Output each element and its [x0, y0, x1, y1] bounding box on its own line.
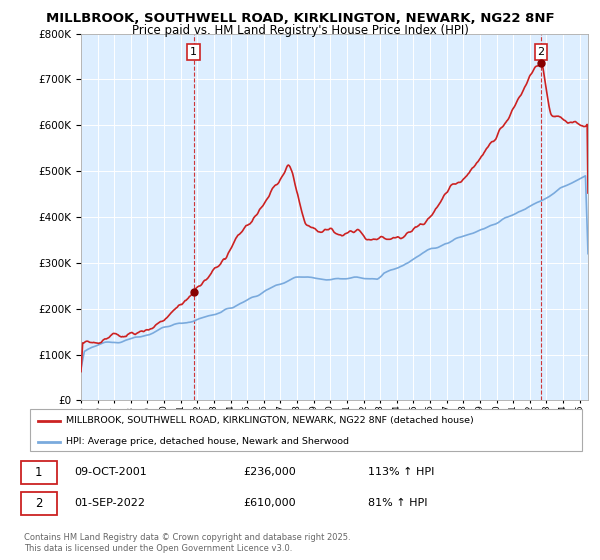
Text: 1: 1	[35, 466, 43, 479]
Text: Contains HM Land Registry data © Crown copyright and database right 2025.: Contains HM Land Registry data © Crown c…	[24, 533, 350, 542]
Text: MILLBROOK, SOUTHWELL ROAD, KIRKLINGTON, NEWARK, NG22 8NF: MILLBROOK, SOUTHWELL ROAD, KIRKLINGTON, …	[46, 12, 554, 25]
Text: This data is licensed under the Open Government Licence v3.0.: This data is licensed under the Open Gov…	[24, 544, 292, 553]
Text: 2: 2	[35, 497, 43, 510]
Text: 09-OCT-2001: 09-OCT-2001	[74, 468, 147, 478]
Text: 113% ↑ HPI: 113% ↑ HPI	[368, 468, 434, 478]
Text: £236,000: £236,000	[244, 468, 296, 478]
FancyBboxPatch shape	[21, 492, 58, 515]
FancyBboxPatch shape	[30, 409, 582, 451]
FancyBboxPatch shape	[21, 461, 58, 484]
Text: 81% ↑ HPI: 81% ↑ HPI	[368, 498, 427, 508]
Text: £610,000: £610,000	[244, 498, 296, 508]
Text: Price paid vs. HM Land Registry's House Price Index (HPI): Price paid vs. HM Land Registry's House …	[131, 24, 469, 37]
Text: MILLBROOK, SOUTHWELL ROAD, KIRKLINGTON, NEWARK, NG22 8NF (detached house): MILLBROOK, SOUTHWELL ROAD, KIRKLINGTON, …	[66, 416, 473, 425]
Text: 01-SEP-2022: 01-SEP-2022	[74, 498, 145, 508]
Text: 1: 1	[190, 47, 197, 57]
Text: 2: 2	[538, 47, 545, 57]
Text: HPI: Average price, detached house, Newark and Sherwood: HPI: Average price, detached house, Newa…	[66, 437, 349, 446]
